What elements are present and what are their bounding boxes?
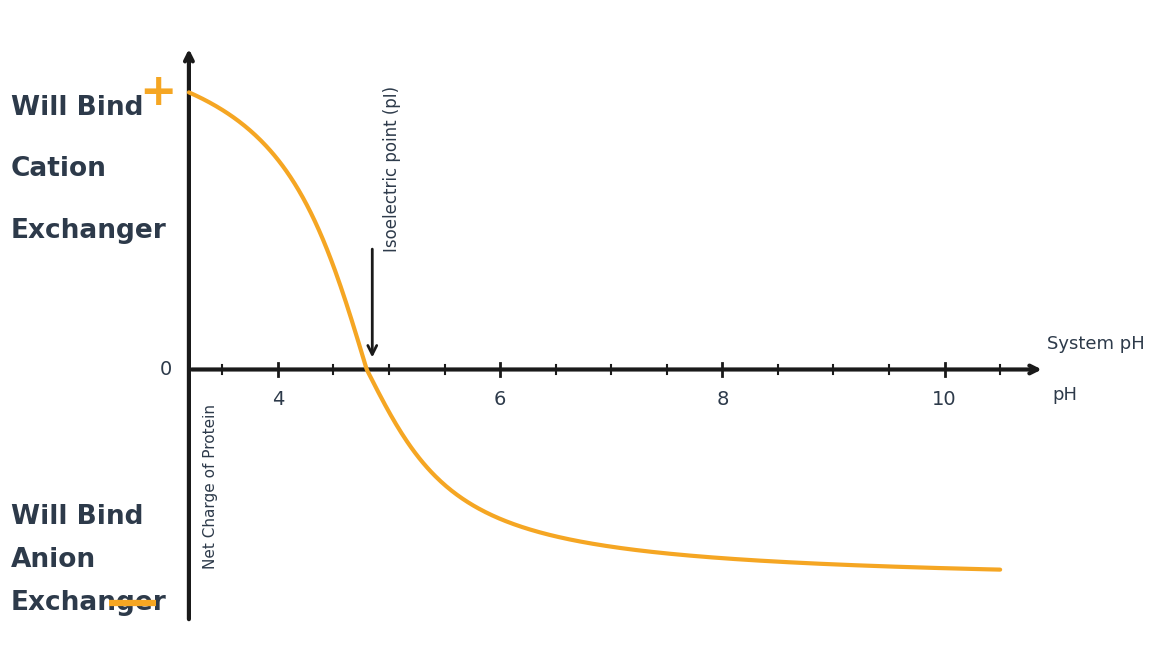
Text: Isoelectric point (pI): Isoelectric point (pI): [383, 86, 401, 252]
Text: +: +: [139, 71, 177, 114]
Text: Exchanger: Exchanger: [12, 218, 167, 244]
Text: 8: 8: [716, 389, 729, 408]
Text: Anion: Anion: [12, 547, 96, 573]
Text: Exchanger: Exchanger: [12, 591, 167, 616]
Text: 0: 0: [160, 360, 172, 379]
Text: 4: 4: [272, 389, 283, 408]
Text: Cation: Cation: [12, 156, 106, 182]
Text: Net Charge of Protein: Net Charge of Protein: [204, 404, 219, 569]
Text: pH: pH: [1052, 387, 1077, 404]
Text: System pH: System pH: [1047, 334, 1144, 353]
Text: Will Bind: Will Bind: [12, 504, 143, 530]
Text: 6: 6: [494, 389, 507, 408]
Text: 10: 10: [933, 389, 957, 408]
Text: Will Bind: Will Bind: [12, 95, 143, 120]
